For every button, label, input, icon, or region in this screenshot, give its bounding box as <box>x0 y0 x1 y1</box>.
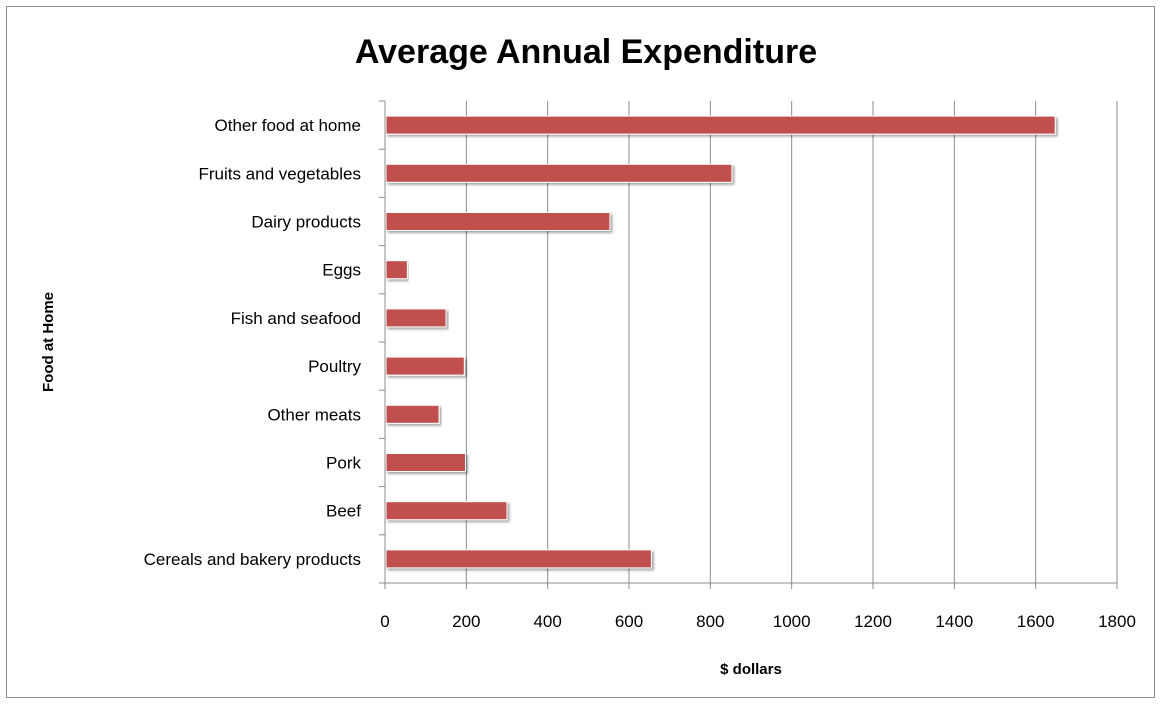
bar <box>385 212 611 231</box>
category-label: Other meats <box>267 405 361 424</box>
x-tick-label: 1200 <box>854 612 892 631</box>
category-label: Poultry <box>308 357 361 376</box>
bar <box>385 308 447 328</box>
bar <box>385 453 467 472</box>
category-label: Cereals and bakery products <box>144 550 361 569</box>
category-label: Pork <box>326 454 361 473</box>
x-tick-label: 600 <box>615 612 643 631</box>
x-tick-label: 1800 <box>1098 612 1136 631</box>
bars <box>385 115 1056 569</box>
x-tick-label: 400 <box>533 612 561 631</box>
x-tick-label: 1400 <box>935 612 973 631</box>
x-tick-labels: 0 200 400 600 800 1000 1200 1400 1600 1800 <box>380 612 1136 631</box>
category-label: Beef <box>326 502 361 521</box>
bar <box>385 501 508 521</box>
category-labels: Cereals and bakery products Beef Pork Other… <box>144 116 362 569</box>
bar <box>385 404 440 424</box>
x-tick-label: 1000 <box>773 612 811 631</box>
category-label: Dairy products <box>251 213 361 232</box>
x-tick-label: 800 <box>696 612 724 631</box>
bar <box>385 115 1056 135</box>
bar <box>385 260 408 280</box>
bar <box>385 163 733 183</box>
x-tick-label: 1600 <box>1017 612 1055 631</box>
category-label: Fish and seafood <box>231 309 361 328</box>
x-tick-label: 200 <box>452 612 480 631</box>
x-axis-title: $ dollars <box>720 661 782 678</box>
x-tick-label: 0 <box>380 612 389 631</box>
bar <box>385 356 465 376</box>
category-label: Fruits and vegetables <box>198 164 361 183</box>
y-axis-title: Food at Home <box>40 292 57 392</box>
chart-title: Average Annual Expenditure <box>355 33 817 71</box>
category-label: Eggs <box>322 261 361 280</box>
category-label: Other food at home <box>215 116 361 135</box>
bar <box>385 549 652 569</box>
